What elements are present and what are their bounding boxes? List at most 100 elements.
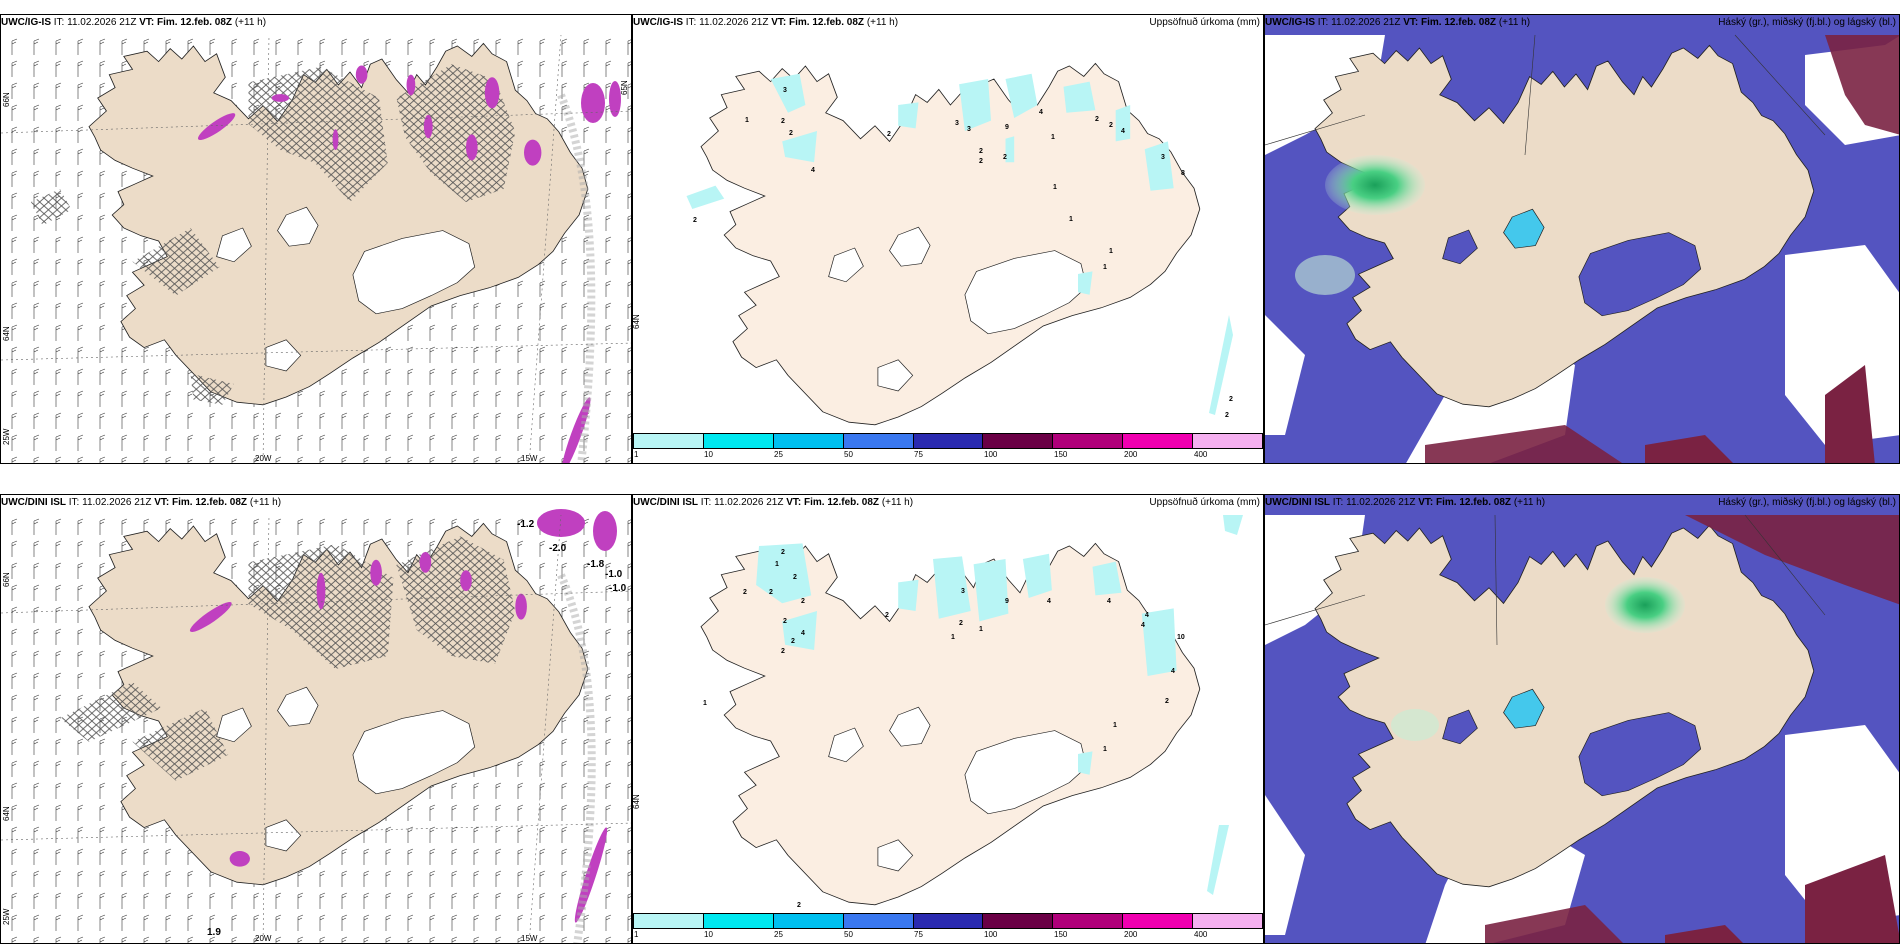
- it-value: 11.02.2026 21Z: [82, 497, 152, 508]
- vt-label: VT:: [154, 497, 170, 508]
- vt-label: VT:: [139, 17, 155, 28]
- precip-map: 64N 2 1 2 2 2 2 2 4 2 2 3 2 1 2 1 9 4 4 …: [633, 495, 1263, 943]
- vt-value: Fim. 12.feb. 08Z: [1421, 17, 1497, 28]
- cloud-map: [1265, 495, 1899, 943]
- wind-value: 1.9: [207, 927, 221, 938]
- precip-number: 1: [1109, 248, 1113, 255]
- legend-label: 50: [844, 450, 853, 459]
- panel-wind-row2: 66N 64N 25W 20W 15W -1.2 -2.0 -1.8 -1.0 …: [0, 494, 632, 944]
- legend-bar: [633, 433, 1263, 449]
- lon-label: 15W: [521, 934, 538, 943]
- precip-number: 3: [783, 87, 787, 94]
- panel-cloud-row1: UWC/IG-IS IT: 11.02.2026 21Z VT: Fim. 12…: [1264, 14, 1900, 464]
- precip-number: 2: [693, 217, 697, 224]
- panel-frame: [1264, 494, 1900, 944]
- precip-number: 3: [1161, 154, 1165, 161]
- panel-precip-row2: 64N 2 1 2 2 2 2 2 4 2 2 3 2 1 2 1 9 4 4 …: [632, 494, 1264, 944]
- precip-number: 1: [1051, 134, 1055, 141]
- legend-swatch: [1123, 914, 1194, 928]
- panel-header: UWC/IG-IS IT: 11.02.2026 21Z VT: Fim. 12…: [633, 14, 1260, 31]
- legend-label: 400: [1194, 930, 1208, 939]
- panel-header: UWC/IG-IS IT: 11.02.2026 21Z VT: Fim. 12…: [1, 14, 628, 31]
- legend-swatch: [983, 914, 1054, 928]
- precip-number: 2: [783, 618, 787, 625]
- panel-frame: 66N 64N 65N 20W 15W 25W: [0, 14, 632, 464]
- lat-label: 66N: [2, 572, 11, 587]
- legend-swatch: [703, 434, 774, 448]
- precip-number: 10: [1177, 634, 1185, 641]
- it-value: 11.02.2026 21Z: [714, 497, 784, 508]
- precip-number: 2: [1109, 122, 1113, 129]
- precip-number: 1: [1113, 722, 1117, 729]
- precip-number: 3: [961, 588, 965, 595]
- it-value: 11.02.2026 21Z: [1346, 497, 1416, 508]
- legend-swatch: [983, 434, 1054, 448]
- precip-number: 2: [781, 549, 785, 556]
- model-name: UWC/IG-IS: [1, 17, 51, 28]
- legend-label: 400: [1194, 450, 1208, 459]
- panel-frame: 64N 2 1 2 2 2 2 2 4 2 2 3 2 1 2 1 9 4 4 …: [632, 494, 1264, 944]
- precip-number: 9: [1005, 124, 1009, 131]
- legend-swatch: [1053, 434, 1124, 448]
- wind-value: -1.0: [605, 569, 623, 580]
- precip-number: 1: [1103, 264, 1107, 271]
- legend-labels: 1 10 25 50 75 100 150 200 400: [633, 450, 1263, 460]
- legend-swatch: [913, 914, 984, 928]
- precip-number: 2: [1003, 154, 1007, 161]
- legend-label: 200: [1124, 450, 1138, 459]
- panel-header: UWC/DINI ISL IT: 11.02.2026 21Z VT: Fim.…: [633, 494, 1260, 511]
- legend-label: 75: [914, 930, 923, 939]
- precip-number: 3: [967, 126, 971, 133]
- lead-time: (+11 h): [234, 17, 267, 28]
- legend-label: 150: [1054, 450, 1068, 459]
- precip-number: 2: [887, 131, 891, 138]
- precip-number: 2: [1229, 396, 1233, 403]
- precip-number: 4: [801, 630, 805, 637]
- precip-number: 1: [979, 626, 983, 633]
- precip-number: 3: [955, 120, 959, 127]
- precip-number: 4: [1121, 128, 1125, 135]
- wind-map: 66N 64N 65N 20W 15W 25W: [1, 15, 631, 463]
- panel-header: UWC/DINI ISL IT: 11.02.2026 21Z VT: Fim.…: [1, 494, 628, 511]
- precip-number: 2: [791, 638, 795, 645]
- precip-number: 2: [781, 648, 785, 655]
- it-value: 11.02.2026 21Z: [67, 17, 137, 28]
- legend-label: 1: [634, 450, 639, 459]
- precip-number: 4: [1145, 612, 1149, 619]
- legend-label: 150: [1054, 930, 1068, 939]
- panel-frame: [1264, 14, 1900, 464]
- it-label: IT:: [1317, 17, 1329, 28]
- lat-label: 64N: [633, 794, 641, 809]
- model-name: UWC/IG-IS: [1265, 17, 1315, 28]
- legend-bar: [633, 913, 1263, 929]
- wind-value: -1.2: [517, 519, 535, 530]
- precip-number: 2: [1095, 116, 1099, 123]
- precip-number: 2: [1225, 412, 1229, 419]
- lat-label: 66N: [2, 92, 11, 107]
- wind-value: -1.8: [587, 559, 605, 570]
- vt-label: VT:: [786, 497, 802, 508]
- panel-frame: 66N 64N 25W 20W 15W -1.2 -2.0 -1.8 -1.0 …: [0, 494, 632, 944]
- legend-label: 10: [704, 930, 713, 939]
- lat-label: 64N: [633, 314, 641, 329]
- cloud-map: [1265, 15, 1899, 463]
- legend-swatch: [913, 434, 984, 448]
- precip-number: 4: [811, 167, 815, 174]
- legend-label: 1: [634, 930, 639, 939]
- precip-number: 2: [743, 589, 747, 596]
- panel-wind-row1: 66N 64N 65N 20W 15W 25W UWC/IG-IS IT: 11…: [0, 14, 632, 464]
- legend-label: 25: [774, 450, 783, 459]
- it-value: 11.02.2026 21Z: [699, 17, 769, 28]
- legend-label: 100: [984, 450, 998, 459]
- panel-title: Uppsöfnuð úrkoma (mm): [1149, 497, 1260, 508]
- precip-number: 1: [951, 634, 955, 641]
- wind-value: -1.0: [609, 583, 627, 594]
- legend-swatch: [703, 914, 774, 928]
- lat-label: 64N: [2, 326, 11, 341]
- precip-number: 1: [775, 561, 779, 568]
- precip-number-group: 3 1 2 2 2 3 3 2 2 4 1 2 4 2 4 8 3 9 2 1: [693, 87, 1233, 419]
- legend-swatch: [634, 434, 704, 448]
- it-label: IT:: [700, 497, 712, 508]
- it-value: 11.02.2026 21Z: [1331, 17, 1401, 28]
- lon-label: 25W: [2, 428, 11, 445]
